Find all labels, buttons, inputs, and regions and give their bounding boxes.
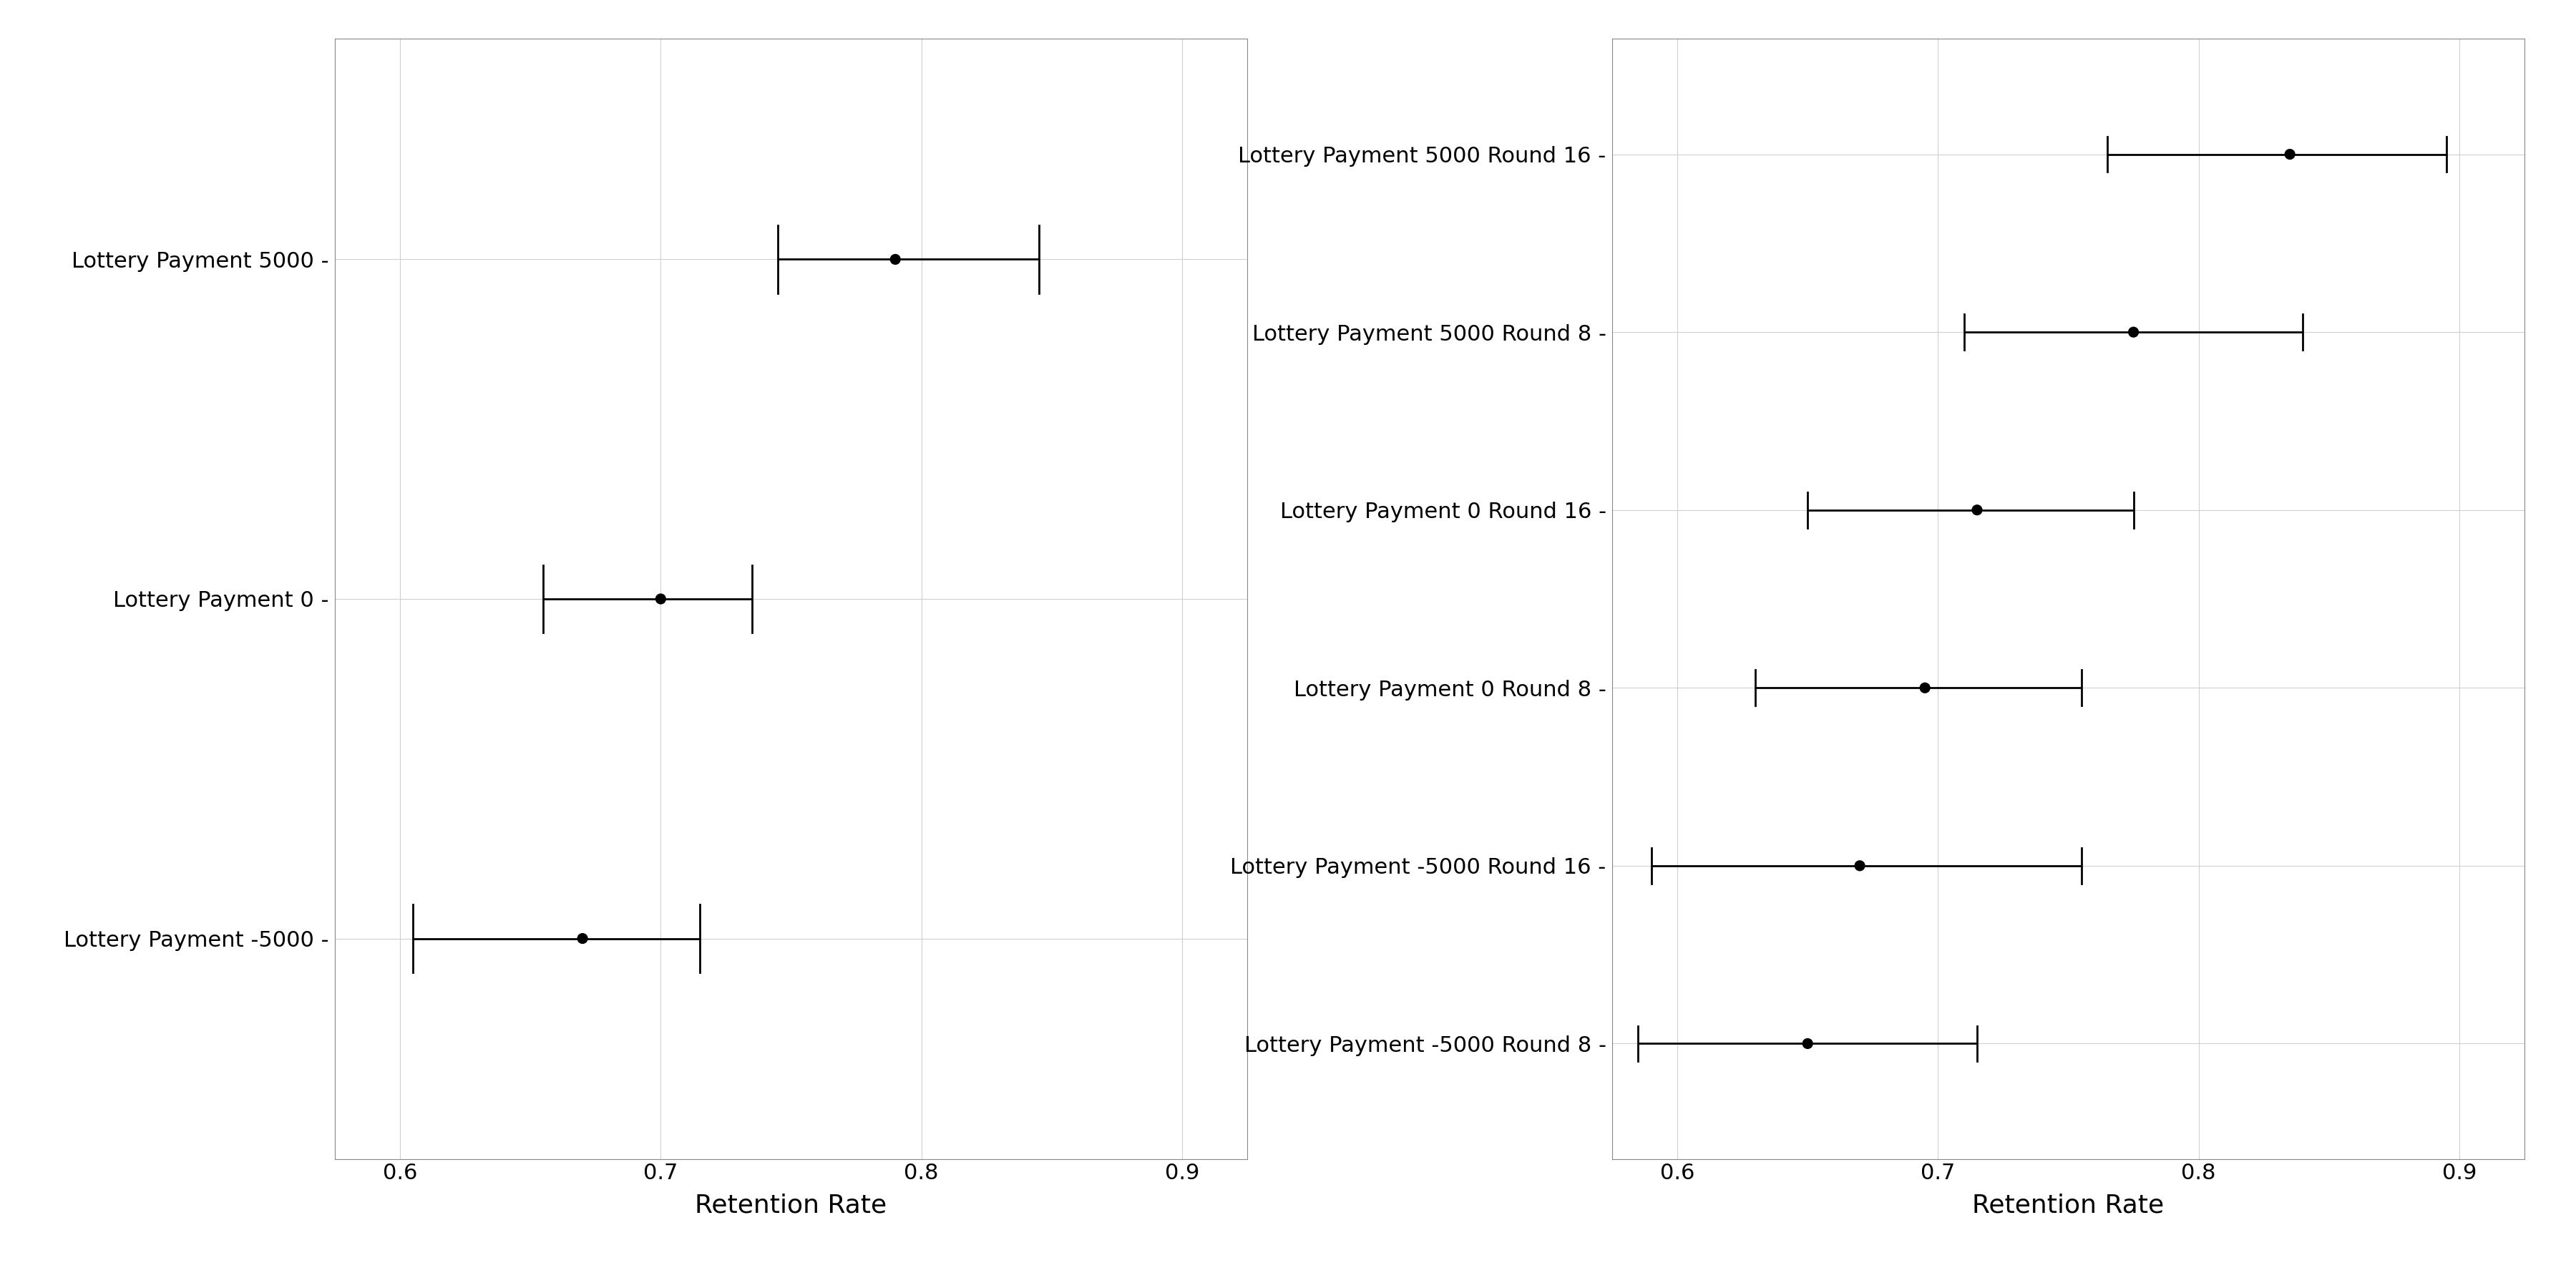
Point bbox=[1958, 500, 1999, 520]
Point bbox=[562, 929, 603, 949]
Point bbox=[639, 589, 680, 609]
Point bbox=[1904, 677, 1945, 698]
Point bbox=[1788, 1033, 1829, 1054]
Point bbox=[1839, 855, 1880, 876]
Point bbox=[2112, 322, 2154, 343]
X-axis label: Retention Rate: Retention Rate bbox=[1973, 1194, 2164, 1217]
Point bbox=[876, 249, 917, 269]
Point bbox=[2269, 144, 2311, 165]
X-axis label: Retention Rate: Retention Rate bbox=[696, 1194, 886, 1217]
